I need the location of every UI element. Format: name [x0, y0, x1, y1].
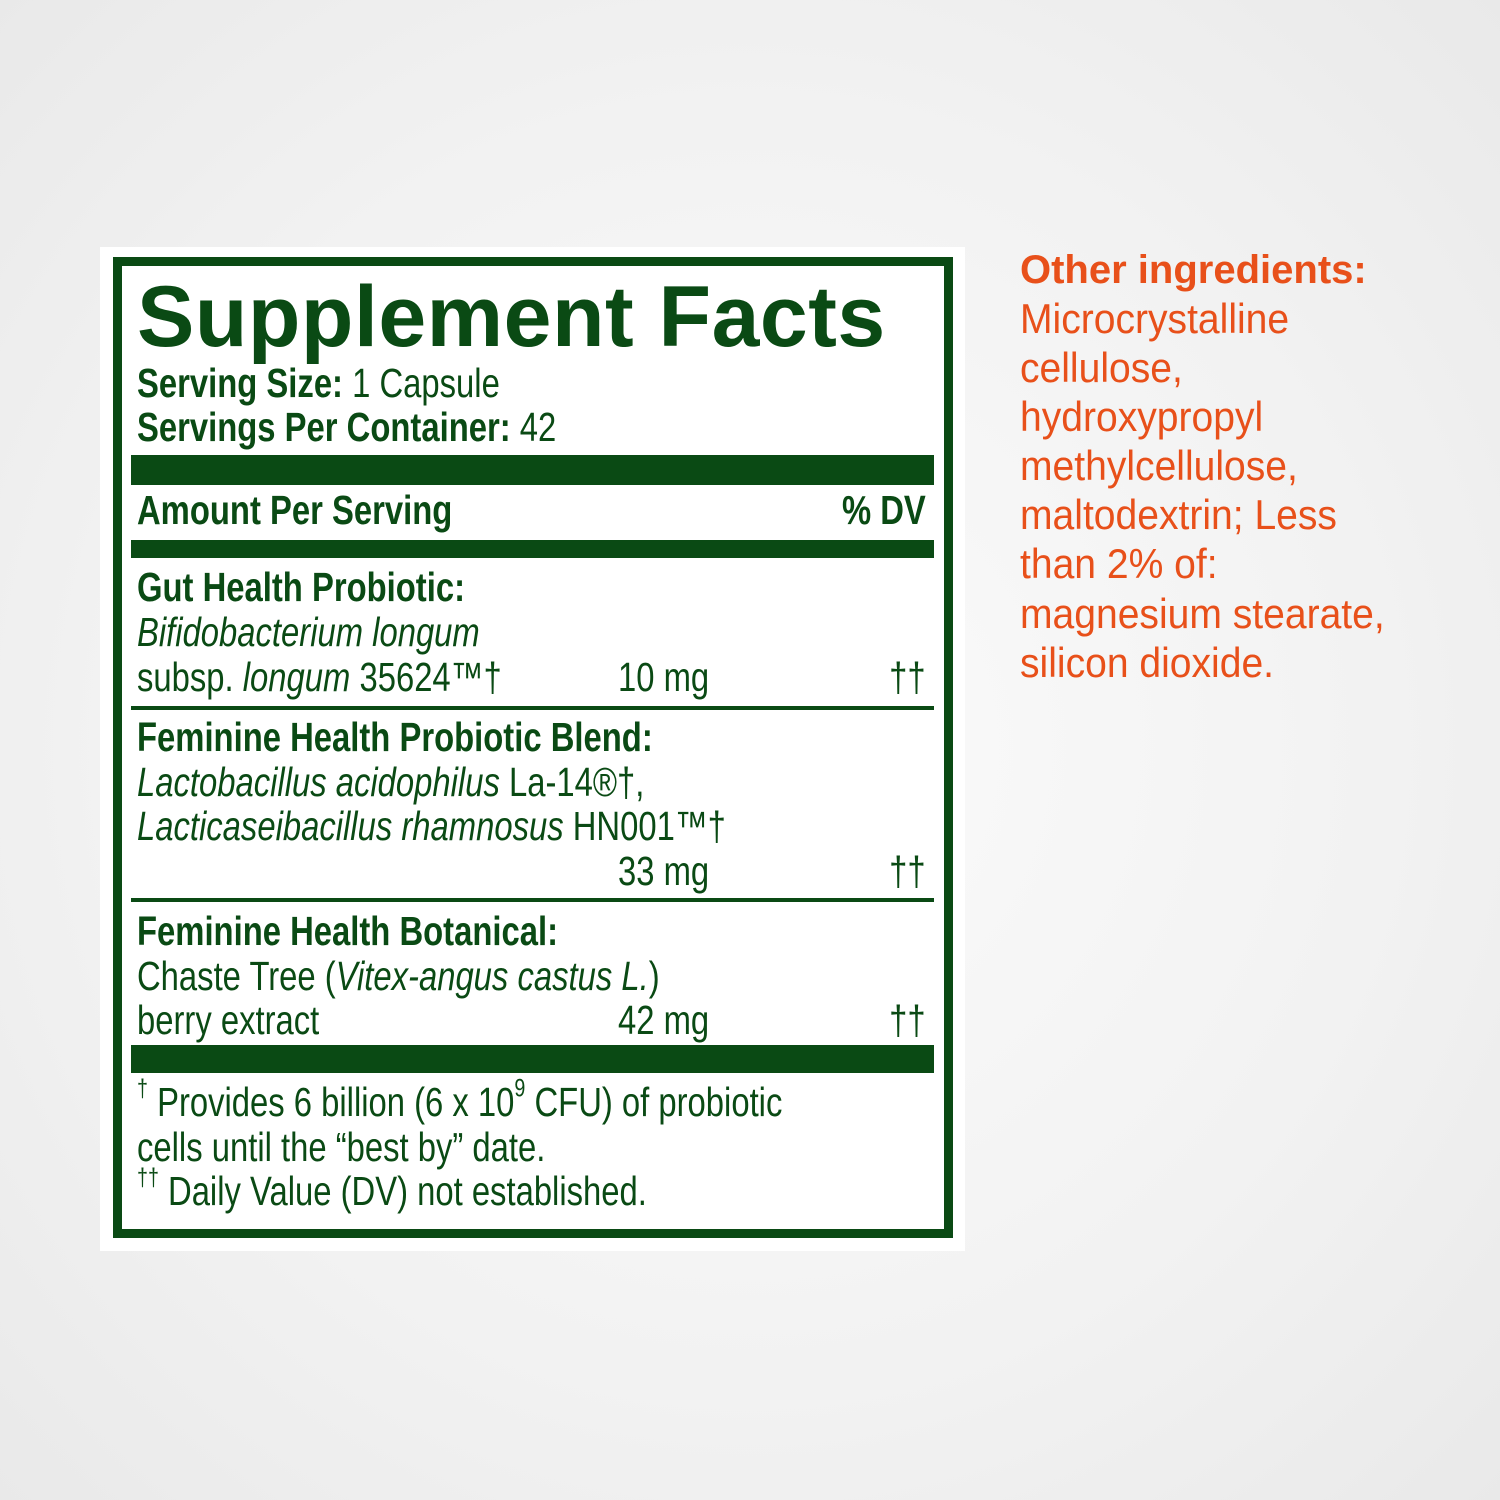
other-ingredients-line: cellulose,	[1020, 344, 1183, 391]
ingredient-dv: ††	[889, 848, 926, 894]
servings-per-container-value: 42	[519, 404, 557, 450]
label-border	[113, 257, 953, 1238]
servings-per-container-label: Servings Per Container:	[137, 404, 511, 450]
other-ingredients-line: magnesium stearate,	[1020, 590, 1385, 637]
other-ingredients-line: silicon dioxide.	[1020, 639, 1275, 686]
serving-size-value: 1 Capsule	[352, 360, 500, 406]
ingredient-text: Chaste Tree (	[137, 953, 336, 999]
ingredient-heading: Feminine Health Botanical:	[137, 908, 559, 954]
ingredient-text: HN001™†	[563, 803, 726, 849]
ingredient-amount: 42 mg	[618, 997, 710, 1043]
ingredient-amount: 33 mg	[618, 848, 710, 894]
other-ingredients-heading: Other ingredients:	[1020, 248, 1367, 292]
divider-medium	[131, 540, 934, 558]
ingredient-dv: ††	[889, 654, 926, 700]
footnote-mark: †	[137, 1075, 148, 1103]
supplement-facts-panel	[100, 247, 965, 1251]
ingredient-line: subsp. longum 35624™†	[137, 655, 502, 700]
label-title: Supplement Facts	[137, 269, 886, 365]
serving-size: Serving Size: 1 Capsule	[137, 361, 500, 406]
ingredient-species: Lacticaseibacillus rhamnosus	[137, 803, 564, 849]
serving-size-label: Serving Size:	[137, 360, 343, 406]
other-ingredients-line: hydroxypropyl	[1020, 393, 1264, 440]
footnote-probiotic-line2: cells until the “best by” date.	[137, 1124, 546, 1170]
ingredient-dv: ††	[889, 997, 926, 1043]
other-ingredients-line: methylcellulose,	[1020, 442, 1298, 489]
footnote-exponent: 9	[514, 1075, 526, 1103]
footnote-text: Daily Value (DV) not established.	[158, 1168, 647, 1214]
ingredient-line: Bifidobacterium longum	[137, 610, 480, 655]
ingredient-line: berry extract	[137, 997, 320, 1043]
ingredient-species: longum	[242, 654, 351, 700]
divider-thin	[131, 898, 934, 902]
ingredient-species: Lactobacillus acidophilus	[137, 759, 500, 805]
ingredient-text: 35624™†	[350, 654, 502, 700]
footnote-text: Provides 6 billion (6 x 10	[147, 1079, 515, 1125]
other-ingredients-line: Microcrystalline	[1020, 295, 1290, 342]
ingredient-line: Chaste Tree (Vitex-angus castus L.)	[137, 954, 660, 999]
ingredient-line: Lactobacillus acidophilus La-14®†,	[137, 760, 644, 805]
servings-per-container: Servings Per Container: 42	[137, 405, 556, 450]
other-ingredients-line: than 2% of:	[1020, 540, 1218, 587]
ingredient-species: Bifidobacterium longum	[137, 609, 480, 655]
ingredient-species: Vitex-angus castus L.	[335, 953, 649, 999]
footnote-dv: †† Daily Value (DV) not established.	[137, 1166, 647, 1214]
ingredient-text: )	[648, 953, 660, 999]
divider-thick	[131, 455, 934, 485]
ingredient-text: La-14®†,	[499, 759, 645, 805]
footnote-probiotic: † Provides 6 billion (6 x 109 CFU) of pr…	[137, 1077, 783, 1125]
ingredient-line: Lacticaseibacillus rhamnosus HN001™†	[137, 804, 726, 849]
other-ingredients-line: maltodextrin; Less	[1020, 491, 1337, 538]
divider-thick	[131, 1045, 934, 1073]
ingredient-heading: Feminine Health Probiotic Blend:	[137, 714, 653, 760]
ingredient-text: subsp.	[137, 654, 243, 700]
dv-header: % DV	[842, 487, 926, 533]
divider-thin	[131, 706, 934, 710]
footnote-text: CFU) of probiotic	[525, 1079, 783, 1125]
ingredient-heading: Gut Health Probiotic:	[137, 564, 465, 610]
ingredient-amount: 10 mg	[618, 654, 710, 700]
amount-per-serving-header: Amount Per Serving	[137, 487, 453, 533]
footnote-mark: ††	[137, 1164, 159, 1192]
